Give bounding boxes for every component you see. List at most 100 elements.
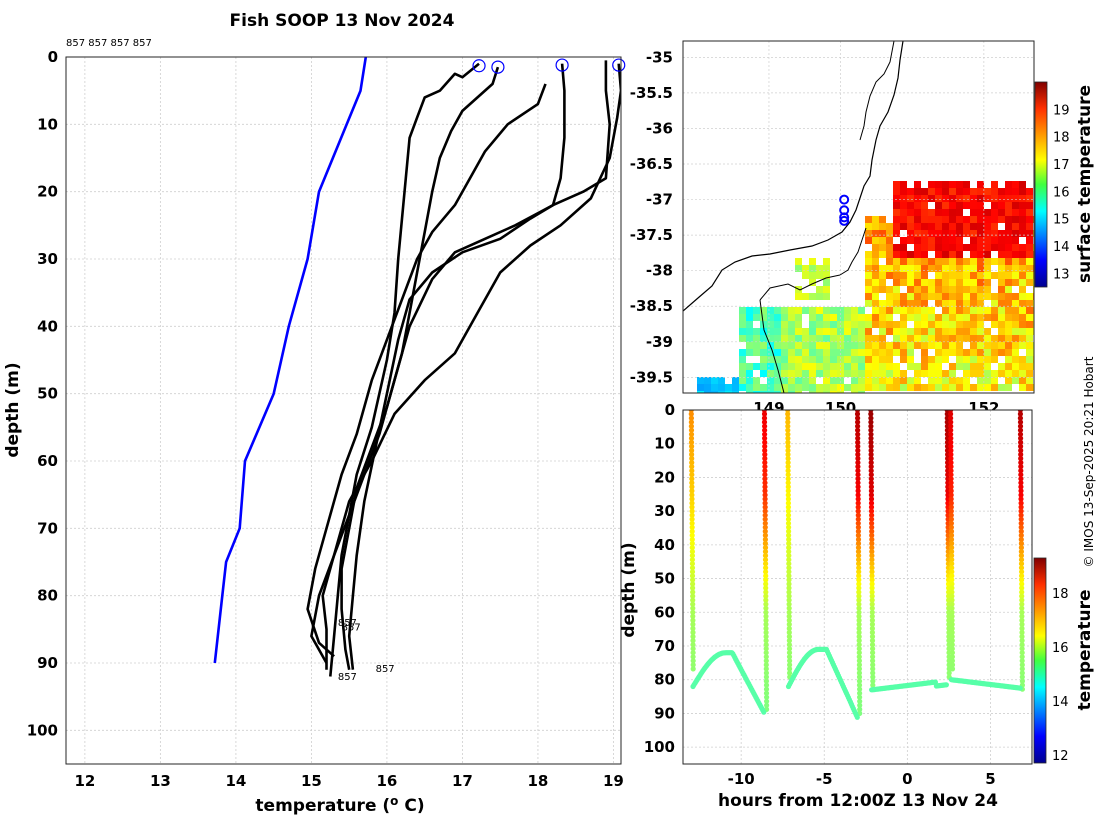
section-point xyxy=(948,419,954,425)
sst-cell xyxy=(935,342,942,349)
sst-cell xyxy=(872,342,879,349)
sst-cell xyxy=(956,300,963,307)
section-point xyxy=(762,512,768,518)
sst-cell xyxy=(795,307,802,314)
section-point xyxy=(868,427,874,433)
section-point xyxy=(690,638,696,644)
section-point xyxy=(856,629,862,636)
sst-cell xyxy=(914,314,921,321)
sst-cell xyxy=(760,370,767,377)
sst-cell xyxy=(1012,216,1019,223)
surface-marker xyxy=(612,58,626,72)
section-point xyxy=(856,674,863,680)
sst-cell xyxy=(977,251,984,258)
sst-cell xyxy=(935,216,942,223)
section-point xyxy=(1017,411,1024,417)
sst-cell xyxy=(788,363,795,370)
section-point xyxy=(786,561,792,567)
sst-cell xyxy=(984,356,991,363)
section-point xyxy=(785,484,791,490)
sst-cell xyxy=(865,349,872,356)
sst-cell xyxy=(872,321,879,328)
sst-cell xyxy=(1019,363,1026,370)
profile-series xyxy=(213,57,621,677)
sst-cell xyxy=(788,356,795,363)
section-point xyxy=(1018,435,1024,441)
sst-cell xyxy=(767,377,774,384)
section-point xyxy=(762,484,768,490)
sst-cell xyxy=(1012,293,1019,300)
section-point xyxy=(868,439,874,445)
sst-cell xyxy=(907,237,914,244)
sst-cell xyxy=(956,377,963,384)
sst-cell xyxy=(984,188,991,195)
section-point xyxy=(855,427,861,433)
section-point xyxy=(856,625,862,632)
section-point xyxy=(762,557,769,563)
sst-cell xyxy=(914,279,921,286)
sst-cell xyxy=(753,391,760,393)
section-point xyxy=(1018,488,1024,494)
sst-cell xyxy=(914,258,921,265)
sst-cell xyxy=(802,265,809,272)
section-point xyxy=(761,709,767,715)
sst-cell xyxy=(774,349,781,356)
sst-cell xyxy=(998,293,1005,300)
sst-cell xyxy=(984,314,991,321)
sst-cell xyxy=(963,286,970,293)
sst-cell xyxy=(998,363,1005,370)
sst-cell xyxy=(907,300,914,307)
sst-cell xyxy=(1012,230,1019,237)
sst-cell xyxy=(977,223,984,230)
section-point xyxy=(785,447,791,454)
section-point xyxy=(762,504,768,510)
sst-cell xyxy=(1005,279,1012,286)
sst-cell xyxy=(970,195,977,202)
y-tick-label: 0 xyxy=(48,48,58,66)
map-colorbar-tick: 16 xyxy=(1053,185,1070,200)
sst-cell xyxy=(823,363,830,370)
sst-cell xyxy=(1026,230,1033,237)
sst-cell xyxy=(1019,335,1026,342)
sst-cell xyxy=(1012,370,1019,377)
sst-cell xyxy=(1012,202,1019,209)
sst-cell xyxy=(970,279,977,286)
sst-cell xyxy=(802,293,809,300)
sst-cell xyxy=(970,307,977,314)
sst-cell xyxy=(998,230,1005,237)
sst-cell xyxy=(851,307,858,314)
sst-cell xyxy=(1012,328,1019,335)
sst-cell xyxy=(872,314,879,321)
sst-cell xyxy=(935,251,942,258)
sst-cell xyxy=(781,356,788,363)
sst-cell xyxy=(886,223,893,230)
sst-cell xyxy=(977,230,984,237)
sst-cell xyxy=(935,356,942,363)
sst-cell xyxy=(949,314,956,321)
section-point xyxy=(764,698,770,704)
sst-cell xyxy=(886,356,893,363)
sst-cell xyxy=(1019,370,1026,377)
sst-cell xyxy=(774,328,781,335)
section-point xyxy=(689,447,695,454)
section-point xyxy=(690,642,696,648)
section-point xyxy=(786,581,792,587)
sst-cell xyxy=(942,251,949,258)
section-point xyxy=(869,577,875,583)
section-point xyxy=(786,540,792,547)
sst-cell xyxy=(781,384,788,391)
sst-cell xyxy=(830,307,837,314)
section-point xyxy=(786,642,793,648)
sst-cell xyxy=(984,216,991,223)
sst-cell xyxy=(753,377,760,384)
sst-cell xyxy=(1019,321,1026,328)
section-point xyxy=(1019,597,1025,603)
section-point xyxy=(763,621,769,628)
section-point xyxy=(869,516,875,522)
sst-cell xyxy=(935,300,942,307)
sst-cell xyxy=(928,356,935,363)
sst-cell xyxy=(914,321,921,328)
sst-cell xyxy=(795,335,802,342)
sst-cell xyxy=(956,195,963,202)
sst-cell xyxy=(830,314,837,321)
